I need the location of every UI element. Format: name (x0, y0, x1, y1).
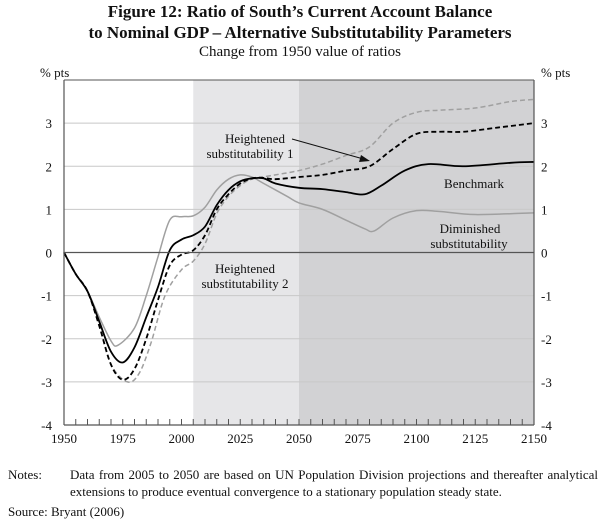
x-tick-label: 1950 (51, 431, 77, 446)
chart-title-line-1: Figure 12: Ratio of South’s Current Acco… (107, 2, 493, 21)
annotation-heightened-1: Heightened substitutability 1 (206, 131, 370, 162)
chart-title-line-2: to Nominal GDP – Alternative Substitutab… (88, 23, 512, 42)
arrowhead-icon (359, 155, 370, 162)
annotation-diminished: Diminished substitutability (430, 221, 508, 251)
y-tick-label-left: 1 (46, 202, 53, 217)
annotation-text: substitutability (430, 236, 508, 251)
chart-subtitle: Change from 1950 value of ratios (198, 44, 402, 60)
annotation-arrow (291, 138, 368, 161)
annotation-text: Heightened (215, 261, 275, 276)
annotation-text: Diminished (440, 221, 501, 236)
y-tick-label-left: 0 (46, 246, 53, 261)
x-tick-label: 2100 (404, 431, 430, 446)
annotation-text: Heightened (225, 131, 285, 146)
x-tick-label: 1975 (110, 431, 136, 446)
y-axis-label-left: % pts (40, 65, 69, 80)
series-line-heightened-substitutability-1 (63, 122, 535, 381)
x-tick-label: 2125 (462, 431, 488, 446)
series-line-benchmark (63, 161, 535, 364)
x-tick-label: 2000 (169, 431, 195, 446)
annotation-text: substitutability 1 (206, 146, 293, 161)
y-tick-label-right: -2 (541, 332, 552, 347)
x-tick-label: 2075 (345, 431, 371, 446)
annotation-heightened-2: Heightened substitutability 2 (201, 261, 288, 291)
y-tick-label-right: -4 (541, 418, 552, 433)
annotation-benchmark: Benchmark (444, 176, 504, 191)
annotation-text: substitutability 2 (201, 276, 288, 291)
notes: Notes: Data from 2005 to 2050 are based … (8, 466, 598, 500)
y-tick-label-right: 2 (541, 159, 548, 174)
y-axis-label-right: % pts (541, 65, 570, 80)
annotation-text: Benchmark (444, 176, 504, 191)
y-tick-label-right: -1 (541, 289, 552, 304)
x-tick-label: 2050 (286, 431, 312, 446)
y-tick-label-left: -1 (41, 289, 52, 304)
y-tick-label-left: -3 (41, 375, 52, 390)
series-line-diminished-substitutability (63, 174, 535, 347)
x-tick-label: 2025 (227, 431, 253, 446)
x-tick-label: 2150 (521, 431, 547, 446)
y-tick-label-right: 0 (541, 246, 548, 261)
y-tick-label-left: -2 (41, 332, 52, 347)
y-tick-label-right: 3 (541, 116, 548, 131)
y-tick-label-left: -4 (41, 418, 52, 433)
source: Source: Bryant (2006) (8, 504, 125, 519)
y-tick-label-right: -3 (541, 375, 552, 390)
notes-text: Data from 2005 to 2050 are based on UN P… (70, 467, 598, 499)
notes-label: Notes: (8, 467, 42, 482)
y-tick-label-left: 2 (46, 159, 53, 174)
y-tick-label-right: 1 (541, 202, 548, 217)
y-tick-label-left: 3 (46, 116, 53, 131)
